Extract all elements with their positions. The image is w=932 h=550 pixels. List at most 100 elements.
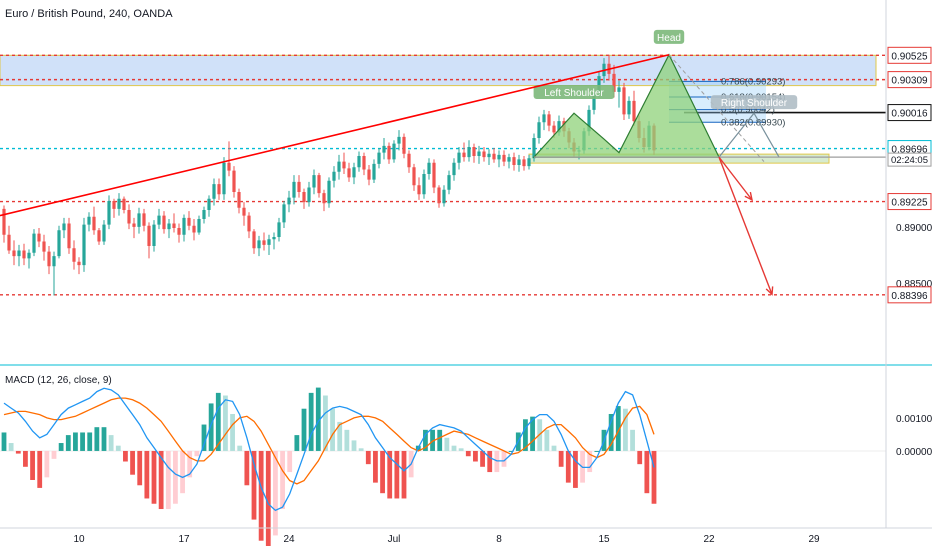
pattern-label: Head [657, 33, 681, 44]
candle-body [297, 181, 301, 192]
time-axis-label: Jul [388, 534, 401, 545]
pattern-label-box [653, 29, 685, 44]
macd-histogram-bar [473, 450, 478, 462]
candle-body [507, 157, 511, 162]
candle-body [32, 233, 36, 253]
candle-body [312, 175, 316, 188]
candle-body [12, 250, 16, 257]
macd-histogram-bar [637, 450, 643, 465]
candle-body [387, 145, 391, 160]
macd-histogram-bar [444, 437, 450, 451]
candle-body [157, 215, 161, 225]
candle-body [22, 250, 26, 259]
candle-body [472, 147, 476, 156]
price-axis-label: 0.89000 [896, 223, 932, 234]
candle-body [257, 240, 261, 249]
candle-body [412, 167, 416, 186]
candle-body [197, 219, 201, 233]
macd-histogram-bar [80, 432, 85, 451]
candle-body [397, 136, 401, 144]
macd-histogram-bar [558, 450, 564, 467]
macd-histogram-bar [244, 450, 250, 486]
candle-body [57, 230, 61, 257]
candle-body [212, 184, 216, 199]
projection-arrow [718, 156, 773, 295]
candle-body [222, 162, 226, 195]
fib-band [669, 81, 766, 98]
candle-body [462, 152, 466, 158]
price-tag-label: 0.88396 [891, 291, 928, 302]
macd-histogram-bar [208, 403, 214, 451]
candle-body [367, 169, 371, 180]
macd-histogram-bar [15, 450, 21, 454]
candle-body [132, 223, 136, 227]
macd-histogram-bar [380, 450, 385, 494]
ascending-trendline [0, 53, 670, 217]
price-tag-label: 0.89696 [891, 145, 928, 156]
macd-histogram-bar [644, 450, 650, 494]
macd-histogram-bar [251, 450, 257, 520]
candle-body [237, 192, 241, 208]
candle-body [437, 187, 441, 204]
candle-body [277, 222, 281, 237]
macd-histogram-bar [608, 413, 614, 451]
macd-histogram-bar [23, 450, 28, 467]
candle-body [392, 143, 396, 160]
candle-body [362, 156, 366, 170]
countdown-box [887, 152, 932, 167]
macd-histogram-bar [73, 432, 78, 451]
candle-body [497, 154, 501, 160]
candle-body [182, 217, 186, 235]
candle-body [252, 231, 256, 249]
candle-body [92, 216, 96, 231]
candle-body [417, 185, 421, 195]
macd-histogram-bar [387, 450, 393, 499]
macd-histogram-bar [594, 450, 600, 452]
price-tag-box [887, 193, 932, 211]
candle-body [102, 224, 106, 242]
fib-level-label: 0.382(0.89930) [721, 117, 785, 128]
candle-body [217, 184, 221, 195]
symbol-title: Euro / British Pound, 240, OANDA [5, 8, 173, 20]
candle-body [332, 171, 336, 181]
time-axis-label: 10 [73, 534, 85, 545]
macd-histogram-bar [173, 450, 178, 504]
macd-histogram-bar [130, 450, 135, 475]
macd-histogram-bar [423, 429, 428, 451]
macd-histogram-bar [30, 450, 35, 480]
candle-body [427, 162, 431, 174]
macd-histogram-bar [215, 392, 221, 451]
candle-body [342, 161, 346, 169]
macd-histogram-bar [330, 408, 335, 451]
candle-body [172, 223, 176, 228]
candle-body [207, 198, 211, 210]
time-axis-label: 17 [178, 534, 190, 545]
candle-body [72, 248, 76, 262]
candle-body [42, 241, 46, 252]
candle-body [122, 198, 126, 210]
candle-body [117, 198, 121, 209]
macd-histogram-bar [194, 450, 200, 457]
candle-body [517, 159, 521, 165]
macd-histogram-bar [630, 429, 635, 451]
candles [2, 54, 656, 296]
right-shoulder-projection [718, 112, 780, 158]
candle-body [247, 215, 251, 232]
macd-histogram-bar [551, 445, 557, 451]
trend-drawings [0, 53, 774, 296]
pattern-label: Left Shoulder [544, 88, 604, 99]
price-tag-box [887, 104, 932, 122]
macd-histogram-bar [587, 450, 593, 473]
macd-histogram-bar [480, 450, 485, 467]
macd-histogram-bar [301, 408, 307, 451]
time-axis-label: 22 [703, 534, 715, 545]
macd-histogram-bar [258, 450, 264, 541]
candle-body [147, 225, 151, 246]
price-axis-label: 0.88500 [896, 279, 932, 290]
resistance-zone-box [0, 54, 877, 87]
candle-body [467, 147, 471, 158]
candle-body [142, 213, 146, 226]
time-axis-label: 24 [283, 534, 295, 545]
